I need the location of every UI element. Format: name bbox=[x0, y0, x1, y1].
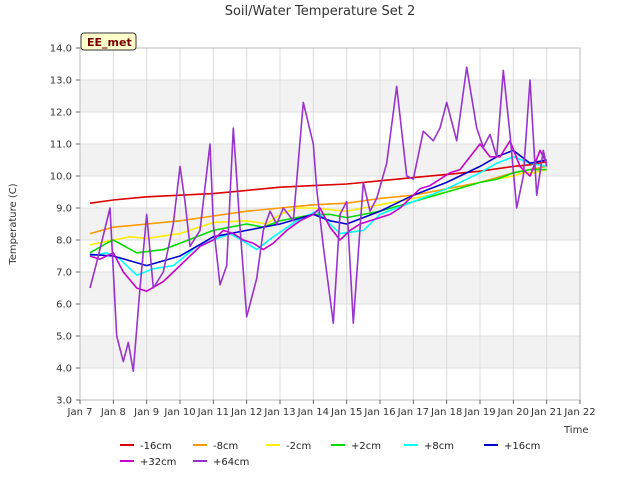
plot-band bbox=[80, 48, 580, 80]
x-tick-label: Jan 19 bbox=[463, 407, 495, 418]
x-tick-label: Jan 12 bbox=[230, 407, 262, 418]
series-line-16cm bbox=[89, 149, 547, 267]
y-tick-label: 4.0 bbox=[56, 364, 72, 375]
plot-border bbox=[79, 47, 581, 401]
series-line-8cm bbox=[89, 156, 547, 276]
x-tick-label: Jan 7 bbox=[67, 407, 93, 418]
y-axis-ticks: 3.0 4.0 5.0 6.0 7.0 8.0 9.0 10.0 11.0 12.0 13.0 14.… bbox=[50, 44, 80, 407]
x-tick-label: Jan 8 bbox=[100, 407, 126, 418]
y-tick-label: 13.0 bbox=[50, 76, 72, 87]
plot-band bbox=[80, 304, 580, 336]
y-axis-label: Temperature (C) bbox=[8, 183, 19, 265]
legend: -16cm -8cm -2cm +2cm +8cm +16cm +32cm +64cm bbox=[120, 441, 540, 468]
y-tick-label: 12.0 bbox=[50, 108, 72, 119]
x-tick-label: Jan 13 bbox=[263, 407, 295, 418]
y-tick-label: 8.0 bbox=[56, 236, 72, 247]
legend-label-8cm: +8cm bbox=[424, 441, 454, 452]
series-line-16cm bbox=[89, 160, 547, 204]
x-tick-label: Jan 14 bbox=[297, 407, 329, 418]
y-tick-label: 11.0 bbox=[50, 140, 72, 151]
station-badge: EE_met bbox=[80, 32, 137, 51]
x-tick-label: Jan 16 bbox=[363, 407, 395, 418]
x-tick-label: Jan 20 bbox=[497, 407, 529, 418]
plot-band bbox=[80, 336, 580, 368]
y-tick-label: 3.0 bbox=[56, 396, 72, 407]
legend-label-16cm: +16cm bbox=[504, 441, 540, 452]
x-tick-label: Jan 21 bbox=[530, 407, 562, 418]
x-tick-label: Jan 10 bbox=[163, 407, 195, 418]
chart-title: Soil/Water Temperature Set 2 bbox=[225, 4, 416, 19]
plot-band bbox=[80, 80, 580, 112]
series-line-2cm bbox=[89, 168, 547, 246]
plot-band bbox=[80, 112, 580, 144]
plot-band bbox=[80, 368, 580, 400]
x-tick-label: Jan 15 bbox=[330, 407, 362, 418]
series-layer bbox=[89, 66, 548, 372]
x-tick-label: Jan 9 bbox=[133, 407, 159, 418]
y-tick-label: 10.0 bbox=[50, 172, 72, 183]
y-tick-label: 7.0 bbox=[56, 268, 72, 279]
legend-label-32cm: +32cm bbox=[140, 457, 176, 468]
x-tick-label: Jan 22 bbox=[563, 407, 595, 418]
y-tick-label: 14.0 bbox=[50, 44, 72, 55]
y-tick-label: 5.0 bbox=[56, 332, 72, 343]
series-line-64cm bbox=[89, 66, 548, 372]
station-badge-box bbox=[80, 32, 137, 51]
plot-background bbox=[80, 48, 580, 400]
legend-label-64cm: +64cm bbox=[213, 457, 249, 468]
legend-label-2cm: +2cm bbox=[351, 441, 381, 452]
y-tick-label: 6.0 bbox=[56, 300, 72, 311]
y-tick-label: 9.0 bbox=[56, 204, 72, 215]
series-line-8cm bbox=[89, 165, 547, 235]
legend-label-2cm: -2cm bbox=[286, 441, 311, 452]
x-axis-ticks: Jan 7 Jan 8 Jan 9 Jan 10 Jan 11 Jan 12 Jan 13 J… bbox=[67, 400, 596, 418]
legend-label-16cm: -16cm bbox=[140, 441, 172, 452]
x-tick-label: Jan 11 bbox=[197, 407, 229, 418]
x-tick-label: Jan 18 bbox=[430, 407, 462, 418]
plot-band bbox=[80, 240, 580, 272]
series-line-32cm bbox=[89, 140, 548, 292]
legend-label-8cm: -8cm bbox=[213, 441, 238, 452]
x-tick-label: Jan 17 bbox=[397, 407, 429, 418]
series-line-2cm bbox=[89, 168, 547, 254]
plot-band bbox=[80, 176, 580, 208]
x-axis-label: Time bbox=[563, 425, 588, 436]
station-badge-label: EE_met bbox=[87, 36, 132, 49]
